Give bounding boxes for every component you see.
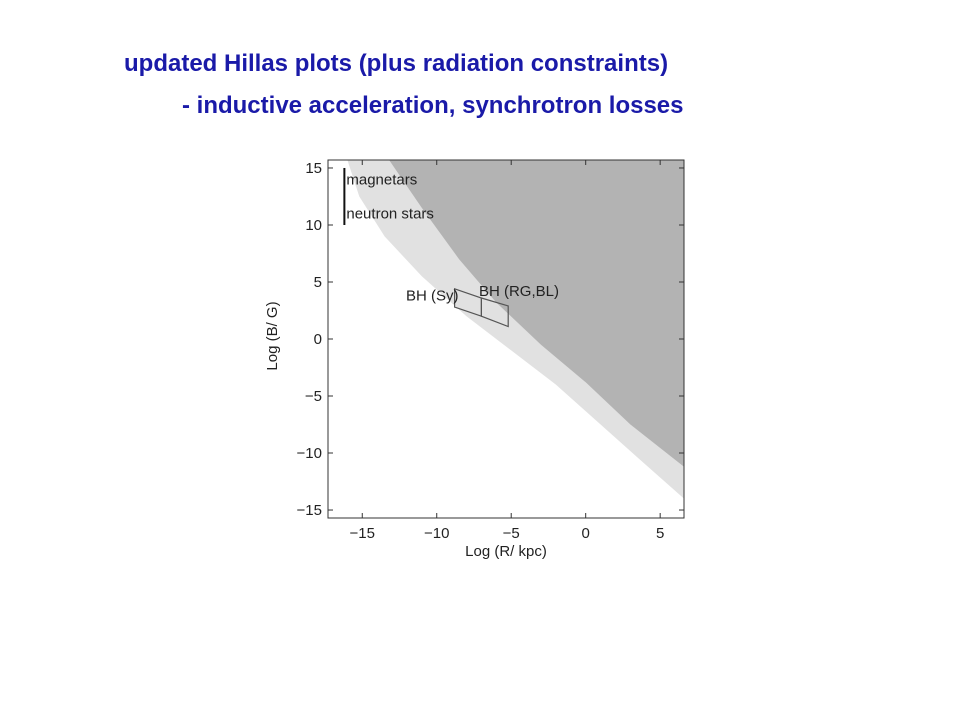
- x-tick-label: −5: [503, 525, 520, 542]
- y-tick-label: −15: [297, 502, 322, 519]
- y-tick-label: −5: [305, 388, 322, 405]
- y-tick-label: 10: [305, 217, 322, 234]
- x-tick-label: 0: [582, 525, 590, 542]
- y-tick-label: −10: [297, 445, 322, 462]
- bh-box: [480, 297, 509, 328]
- annotation-label: neutron stars: [346, 206, 434, 223]
- title-line-1: updated Hillas plots (plus radiation con…: [124, 50, 669, 77]
- x-tick-label: −15: [350, 525, 375, 542]
- annotation-label: magnetars: [346, 171, 417, 188]
- annotation-label: BH (RG,BL): [479, 283, 559, 300]
- x-axis-label: Log (R/ kpc): [465, 543, 547, 560]
- y-tick-label: 15: [305, 160, 322, 177]
- y-tick-label: 0: [314, 331, 322, 348]
- y-tick-label: 5: [314, 274, 322, 291]
- annotation-label: BH (Sy): [406, 288, 459, 305]
- y-axis-label: Log (B/ G): [264, 301, 281, 370]
- x-tick-label: 5: [656, 525, 664, 542]
- x-tick-label: −10: [424, 525, 449, 542]
- title-line-2: - inductive acceleration, synchrotron lo…: [182, 92, 684, 119]
- dark-region: [389, 160, 684, 467]
- region-group: [347, 160, 684, 499]
